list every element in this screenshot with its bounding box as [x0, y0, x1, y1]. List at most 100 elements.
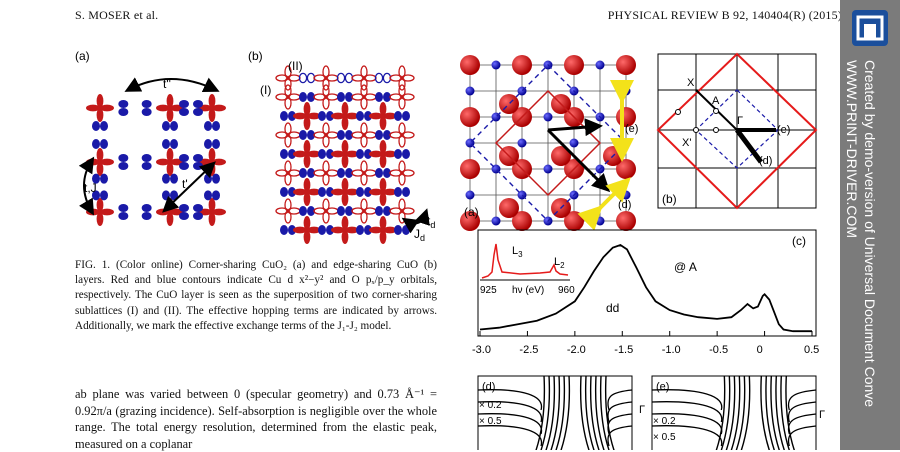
contour-line	[607, 425, 633, 447]
o-atom	[491, 216, 501, 226]
map-d-scale-05: × 0.5	[479, 416, 502, 427]
o-orbital	[92, 139, 108, 149]
contour-line	[770, 375, 780, 450]
cu-orbital-open	[275, 198, 301, 224]
Jd-label: Jd	[414, 227, 425, 243]
o-orbital	[141, 204, 152, 220]
contour-line	[720, 375, 731, 450]
lattice-panel-label: (a)	[464, 205, 479, 219]
cu-orbital-open	[313, 122, 339, 148]
inset-x-right: 960	[558, 285, 575, 296]
contour-line	[787, 413, 817, 435]
t-prime-label: t'	[182, 177, 188, 191]
cuo-orbital	[374, 72, 392, 84]
cu-orbital	[156, 198, 184, 226]
cu-orbital-open	[389, 160, 415, 186]
cu-atom	[499, 94, 519, 114]
contour-line	[715, 375, 726, 450]
contour-line	[599, 375, 610, 450]
contour-line	[477, 413, 543, 435]
inset-L3-label: L3	[512, 245, 523, 259]
x-tick-label: -1.5	[614, 344, 633, 356]
o-atom	[621, 86, 631, 96]
cu-atom	[564, 55, 584, 75]
contour-line	[760, 375, 770, 450]
o-orbital	[141, 154, 152, 170]
cu-atom	[551, 146, 571, 166]
cuo-orbital	[336, 72, 354, 84]
bz-A-label: A	[712, 95, 720, 107]
contour-line	[550, 375, 561, 450]
spectrum-panel-label: (c)	[792, 234, 806, 248]
x-tick-label: -2.5	[519, 344, 538, 356]
cu-orbital-open	[389, 198, 415, 224]
cu-orbital	[331, 216, 359, 244]
o-atom	[595, 60, 605, 70]
o-orbital	[299, 168, 315, 178]
contour-line	[535, 375, 546, 450]
figure-1-spectra: (e) (d) (a) X A Γ X' (e) (d) (b) -3.0 -2.…	[460, 52, 825, 450]
cu-orbital	[198, 94, 226, 122]
o-orbital	[204, 121, 220, 131]
contour-line	[725, 375, 736, 450]
cu-orbital	[369, 178, 397, 206]
cu-orbital-open	[351, 84, 377, 110]
x-tick-label: -1.0	[662, 344, 681, 356]
contour-line	[604, 375, 615, 450]
bz-X-label: X	[687, 77, 695, 89]
o-orbital	[375, 130, 391, 140]
figure-caption: FIG. 1. (Color online) Corner-sharing Cu…	[75, 259, 437, 332]
inset-x-label: hν (eV)	[512, 285, 544, 296]
cu-atom	[616, 211, 636, 231]
sublattice-I-label: (I)	[260, 83, 271, 97]
cu-orbital	[331, 178, 359, 206]
o-orbital	[204, 139, 220, 149]
panel-b-label: (b)	[248, 49, 263, 63]
cu-orbital-open	[389, 84, 415, 110]
cu-orbital-open	[351, 160, 377, 186]
cu-atom	[512, 211, 532, 231]
bz-Gamma-label: Γ	[737, 115, 743, 127]
contour-line	[594, 375, 605, 450]
map-e-label: (e)	[656, 381, 669, 393]
rixs-spectrum-curve	[479, 244, 812, 333]
cuo-orbital	[298, 72, 316, 84]
contour-line	[780, 375, 790, 450]
o-orbital	[118, 204, 129, 220]
o-atom	[569, 138, 579, 148]
running-head-authors: S. MOSER et al.	[75, 8, 159, 22]
map-panel-d	[477, 375, 633, 450]
cu-orbital	[331, 140, 359, 168]
contour-line	[540, 375, 551, 450]
figure-1-lattices: (a) (b) t'' t,J t' (II) (I) td Jd	[75, 49, 435, 244]
t-J-label: t,J	[84, 181, 97, 195]
o-orbital	[118, 154, 129, 170]
o-orbital	[162, 121, 178, 131]
lattice-d-label: (d)	[618, 199, 631, 211]
td-Jd-arrow	[401, 208, 430, 234]
cu-orbital	[331, 102, 359, 130]
contour-line	[584, 375, 595, 450]
o-orbital	[337, 168, 353, 178]
cu-orbital-open	[313, 84, 339, 110]
o-orbital	[92, 121, 108, 131]
contour-line	[651, 425, 723, 447]
cuo-orbital	[313, 65, 339, 91]
running-head-journal: PHYSICAL REVIEW B 92, 140404(R) (2015)	[607, 8, 842, 22]
o-atom	[465, 86, 475, 96]
map-e-gamma: Γ	[819, 409, 825, 421]
cu-orbital-open	[275, 160, 301, 186]
o-orbital	[394, 225, 410, 235]
brillouin-zone-panel	[656, 52, 818, 210]
bz-panel-label: (b)	[662, 192, 677, 206]
contour-line	[651, 413, 723, 435]
cu-orbital-open	[313, 160, 339, 186]
o-atom	[465, 190, 475, 200]
at-A-label: @ A	[674, 260, 697, 274]
cu-atom	[460, 159, 480, 179]
cu-orbital	[369, 140, 397, 168]
o-atom	[595, 216, 605, 226]
o-atom	[491, 60, 501, 70]
contour-line	[589, 375, 600, 450]
xas-inset-curve	[481, 243, 569, 279]
